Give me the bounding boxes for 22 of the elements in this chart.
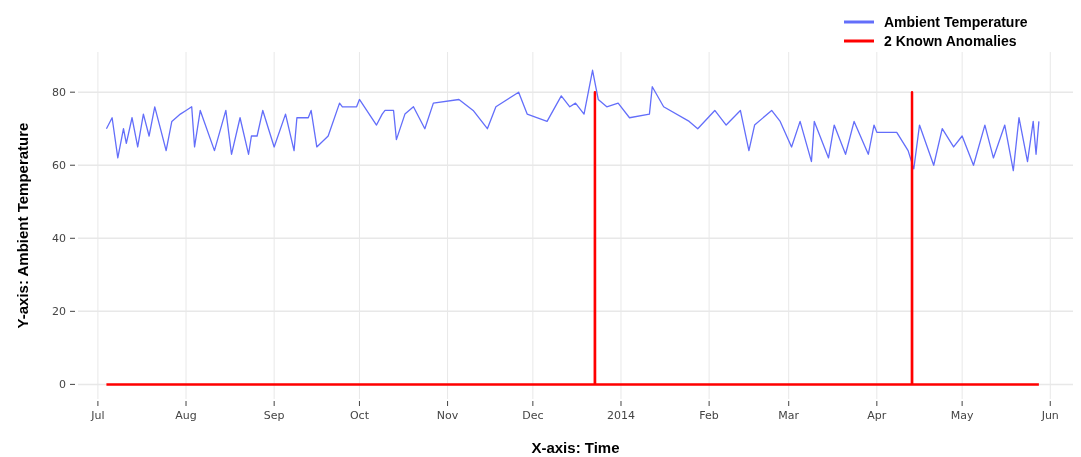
x-tick-label: 2014 <box>606 409 635 422</box>
legend-label: 2 Known Anomalies <box>884 33 1017 49</box>
y-axis-title: Y-axis: Ambient Temperature <box>14 122 31 329</box>
x-tick-label: Apr <box>867 409 887 422</box>
x-tick-label: Jun <box>1040 409 1059 422</box>
x-axis-title: X-axis: Time <box>531 439 620 456</box>
x-tick-label: Aug <box>175 409 197 422</box>
x-tick-label: Jul <box>90 409 105 422</box>
y-tick-label: 40 <box>52 232 66 246</box>
x-tick-label: Feb <box>699 409 719 422</box>
y-tick-label: 20 <box>52 305 66 319</box>
x-tick-label: Sep <box>263 409 285 422</box>
x-tick-label: Mar <box>778 409 800 422</box>
x-tick-label: Dec <box>522 409 544 422</box>
x-tick-label: Nov <box>436 409 459 422</box>
legend-label: Ambient Temperature <box>884 14 1028 30</box>
y-tick-label: 80 <box>52 86 66 100</box>
y-tick-label: 0 <box>59 378 66 392</box>
x-tick-label: May <box>950 409 974 422</box>
y-tick-label: 60 <box>52 159 66 173</box>
x-tick-label: Oct <box>349 409 370 422</box>
line-series <box>105 69 1040 172</box>
